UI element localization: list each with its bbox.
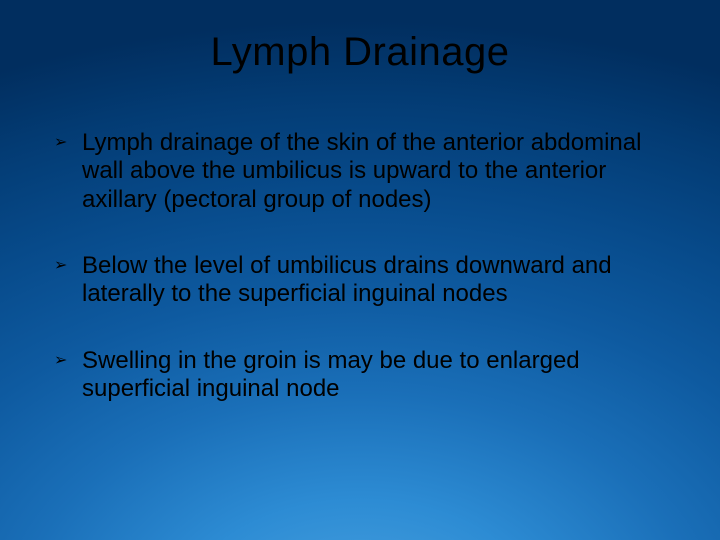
bullet-icon: ➢ (54, 252, 82, 276)
bullet-icon: ➢ (54, 129, 82, 153)
slide-container: Lymph Drainage ➢ Lymph drainage of the s… (0, 0, 720, 540)
bullet-list: ➢ Lymph drainage of the skin of the ante… (54, 129, 666, 403)
list-item: ➢ Swelling in the groin is may be due to… (54, 347, 666, 404)
bullet-text: Swelling in the groin is may be due to e… (82, 347, 666, 404)
bullet-icon: ➢ (54, 347, 82, 371)
list-item: ➢ Lymph drainage of the skin of the ante… (54, 129, 666, 214)
slide-title: Lymph Drainage (54, 30, 666, 75)
bullet-text: Lymph drainage of the skin of the anteri… (82, 129, 666, 214)
list-item: ➢ Below the level of umbilicus drains do… (54, 252, 666, 309)
bullet-text: Below the level of umbilicus drains down… (82, 252, 666, 309)
